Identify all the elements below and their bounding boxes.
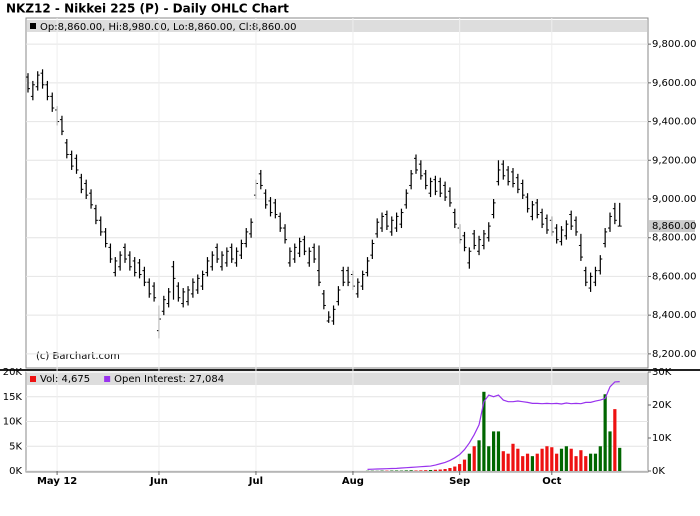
volume-bar (477, 440, 480, 471)
volume-bar (531, 456, 534, 471)
last-price-label: 8,860.00 (652, 221, 697, 232)
volume-bar (468, 454, 471, 471)
x-tick-label: May 12 (37, 476, 77, 487)
volume-bar (453, 467, 456, 471)
volume-bar (424, 470, 427, 471)
volume-bar (570, 449, 573, 471)
volume-bar (507, 454, 510, 471)
volume-bar (511, 444, 514, 471)
y-tick-label: 9,000.00 (652, 194, 697, 205)
volume-bar (541, 449, 544, 471)
volume-bar (613, 409, 616, 471)
legend-swatch (30, 376, 36, 382)
volume-bar (410, 470, 413, 471)
y-tick-label: 20K (3, 367, 23, 378)
y-tick-label: 0K (9, 466, 22, 477)
volume-bar (521, 456, 524, 471)
volume-bar (473, 446, 476, 471)
volume-bar (550, 447, 553, 471)
x-tick-label: Jul (248, 476, 263, 487)
volume-bar (516, 449, 519, 471)
volume-bar (608, 431, 611, 471)
volume-bar (439, 470, 442, 471)
volume-bar (589, 454, 592, 471)
volume-bar (444, 469, 447, 471)
volume-bar (584, 456, 587, 471)
y-tick-label: 10K (3, 417, 23, 428)
legend-label: Vol: 4,675 (40, 374, 90, 385)
volume-bar (492, 431, 495, 471)
x-tick-label: Aug (342, 476, 364, 487)
volume-bar (405, 470, 408, 471)
y2-tick-label: 30K (652, 367, 672, 378)
volume-bar (419, 470, 422, 471)
volume-bar (599, 446, 602, 471)
volume-bar (560, 449, 563, 471)
volume-bar (555, 454, 558, 471)
volume-bar (502, 451, 505, 471)
volume-bar (536, 454, 539, 471)
y-tick-label: 8,800.00 (652, 233, 697, 244)
credit: (c) Barchart.com (36, 351, 120, 362)
y-tick-label: 9,800.00 (652, 39, 697, 50)
y2-tick-label: 0K (652, 466, 665, 477)
y-tick-label: 8,400.00 (652, 310, 697, 321)
volume-bar (618, 448, 621, 471)
volume-bar (604, 394, 607, 471)
volume-bar (579, 450, 582, 471)
y2-tick-label: 10K (652, 433, 672, 444)
y-tick-label: 9,400.00 (652, 117, 697, 128)
volume-bar (434, 470, 437, 471)
legend-label: Open Interest: 27,084 (114, 374, 224, 385)
price-legend: Op:8,860.00, Hi:8,980.00, Lo:8,860.00, C… (40, 22, 296, 33)
volume-bar (574, 456, 577, 471)
volume-bar (497, 431, 500, 471)
y-tick-label: 9,600.00 (652, 78, 697, 89)
y2-tick-label: 20K (652, 400, 672, 411)
x-tick-label: Jun (149, 476, 168, 487)
volume-bar (448, 468, 451, 471)
x-tick-label: Sep (449, 476, 470, 487)
volume-bar (594, 454, 597, 471)
volume-bar (526, 454, 529, 471)
y-tick-label: 5K (9, 441, 22, 452)
y-tick-label: 9,200.00 (652, 155, 697, 166)
volume-bar (463, 460, 466, 471)
volume-bar (429, 470, 432, 471)
chart-title: NKZ12 - Nikkei 225 (P) - Daily OHLC Char… (6, 2, 289, 16)
y-tick-label: 8,600.00 (652, 271, 697, 282)
x-tick-label: Oct (542, 476, 561, 487)
legend-swatch (30, 23, 36, 29)
volume-bar (565, 446, 568, 471)
volume-bar (545, 446, 548, 471)
y-tick-label: 8,200.00 (652, 349, 697, 360)
y-tick-label: 15K (3, 392, 23, 403)
volume-bar (458, 464, 461, 471)
legend-swatch (104, 376, 110, 382)
volume-bar (487, 446, 490, 471)
